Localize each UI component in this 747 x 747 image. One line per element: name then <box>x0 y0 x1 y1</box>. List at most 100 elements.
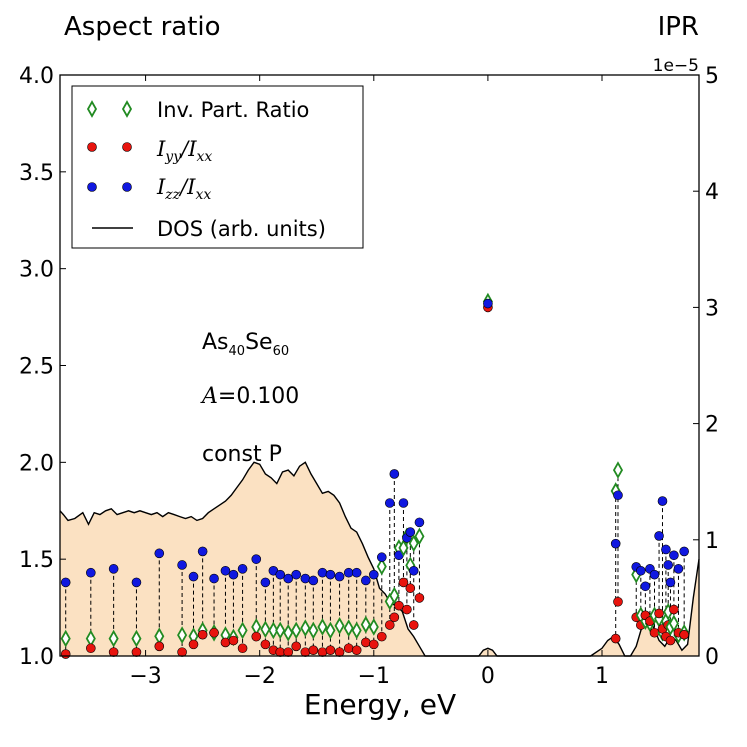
izz-point-47 <box>663 560 673 570</box>
ipr-point-23 <box>343 619 354 637</box>
iyy-point-15 <box>275 647 286 657</box>
ipr-point-13 <box>260 620 271 639</box>
ipr-point-35 <box>414 527 425 546</box>
izz-point-7 <box>197 546 208 557</box>
iyy-point-3 <box>131 647 142 657</box>
x-axis-label: Energy, eV <box>304 688 456 721</box>
izz-point-9 <box>220 565 231 576</box>
izz-point-22 <box>334 571 345 582</box>
iyy-point-22 <box>334 647 345 657</box>
iyy-point-6 <box>188 639 199 650</box>
x-tick-label-4: 1 <box>595 664 609 689</box>
ipr-point-26 <box>368 618 379 636</box>
right-axis-title: IPR <box>658 12 699 42</box>
izz-point-18 <box>300 573 311 584</box>
legend-ipr-label: Inv. Part. Ratio <box>157 98 309 122</box>
iyy-point-20 <box>317 647 328 657</box>
izz-point-27 <box>376 552 387 563</box>
iyy-point-49 <box>669 604 679 615</box>
ipr-point-0 <box>60 629 71 648</box>
legend-iyy-marker-a <box>87 142 97 152</box>
izz-point-19 <box>308 575 319 586</box>
condition-label: const P <box>202 442 282 467</box>
y-left-tick-label-1: 1.5 <box>19 548 54 573</box>
izz-point-37 <box>610 538 621 549</box>
iyy-point-24 <box>351 645 362 655</box>
izz-point-48 <box>665 577 676 588</box>
izz-point-21 <box>325 569 336 580</box>
izz-point-45 <box>657 496 668 506</box>
ipr-point-20 <box>317 618 328 636</box>
dos-fill <box>60 462 699 656</box>
izz-point-28 <box>384 498 395 508</box>
ipr-point-2 <box>108 629 119 648</box>
izz-point-5 <box>177 560 187 570</box>
izz-point-41 <box>640 581 651 592</box>
izz-point-35 <box>414 517 425 528</box>
izz-point-3 <box>131 577 142 588</box>
izz-point-0 <box>60 577 71 588</box>
ipr-point-38 <box>612 461 624 479</box>
iyy-point-12 <box>251 631 262 642</box>
iyy-point-28 <box>384 620 395 630</box>
material-label: As40Se60 <box>202 330 289 359</box>
izz-point-33 <box>405 527 416 537</box>
legend-izz-marker-a <box>87 182 97 192</box>
izz-point-29 <box>389 469 400 479</box>
izz-point-36 <box>483 298 493 309</box>
iyy-point-1 <box>86 643 96 654</box>
ipr-point-29 <box>389 586 400 605</box>
ipr-point-3 <box>131 629 142 648</box>
iyy-point-16 <box>283 647 294 657</box>
iyy-point-21 <box>325 645 336 655</box>
izz-point-8 <box>209 573 219 584</box>
izz-point-26 <box>368 569 379 580</box>
ticks-group: −3 −2 −1 0 1 1.0 1.5 2.0 2.5 3.0 3.5 4.0 0 1 2 3 4 5 <box>19 64 719 689</box>
iyy-point-30 <box>394 600 404 611</box>
iyy-point-35 <box>414 593 425 603</box>
iyy-point-34 <box>408 620 419 630</box>
legend: Inv. Part. Ratio Iyy/Ixx Izz/Ixx DOS (ar… <box>71 85 364 249</box>
iyy-point-7 <box>197 629 208 640</box>
iyy-point-25 <box>361 637 371 648</box>
izz-point-15 <box>275 569 286 580</box>
izz-point-10 <box>228 569 239 580</box>
izz-point-24 <box>351 567 362 578</box>
ipr-point-17 <box>291 621 302 640</box>
izz-point-2 <box>108 564 119 574</box>
iyy-point-48 <box>665 635 676 646</box>
ipr-point-15 <box>275 621 286 640</box>
y-left-tick-label-2: 2.0 <box>19 451 54 476</box>
izz-point-1 <box>86 567 96 578</box>
legend-ipr-marker-b <box>121 100 133 118</box>
y-right-tick-label-2: 2 <box>705 413 719 438</box>
iyy-point-5 <box>177 647 187 657</box>
iyy-point-27 <box>376 631 387 642</box>
ipr-point-11 <box>237 621 248 640</box>
y-right-tick-label-5: 5 <box>705 64 719 89</box>
iyy-point-2 <box>108 647 119 657</box>
iyy-point-44 <box>654 608 664 619</box>
izz-point-12 <box>251 554 262 564</box>
x-tick-label-1: −2 <box>243 664 275 689</box>
izz-point-49 <box>669 550 679 561</box>
ipr-point-25 <box>360 615 371 634</box>
iyy-point-31 <box>398 577 409 588</box>
izz-point-51 <box>679 546 689 557</box>
legend-iyy-marker-b <box>122 142 132 152</box>
y-left-tick-label-0: 1.0 <box>19 645 54 670</box>
iyy-point-9 <box>220 637 231 648</box>
legend-markers <box>86 100 133 192</box>
y-right-tick-label-3: 3 <box>705 296 719 321</box>
y-left-tick-label-4: 3.0 <box>19 258 54 283</box>
izz-point-31 <box>398 498 409 508</box>
amplitude-label: A=0.100 <box>200 384 299 409</box>
izz-point-44 <box>654 531 664 541</box>
izz-point-46 <box>661 544 671 555</box>
legend-iyy-label: Iyy/Ixx <box>156 137 212 165</box>
iyy-point-23 <box>343 643 354 654</box>
iyy-point-32 <box>402 604 412 615</box>
iyy-point-17 <box>291 641 302 652</box>
iyy-point-51 <box>679 629 689 640</box>
izz-point-25 <box>361 575 371 586</box>
